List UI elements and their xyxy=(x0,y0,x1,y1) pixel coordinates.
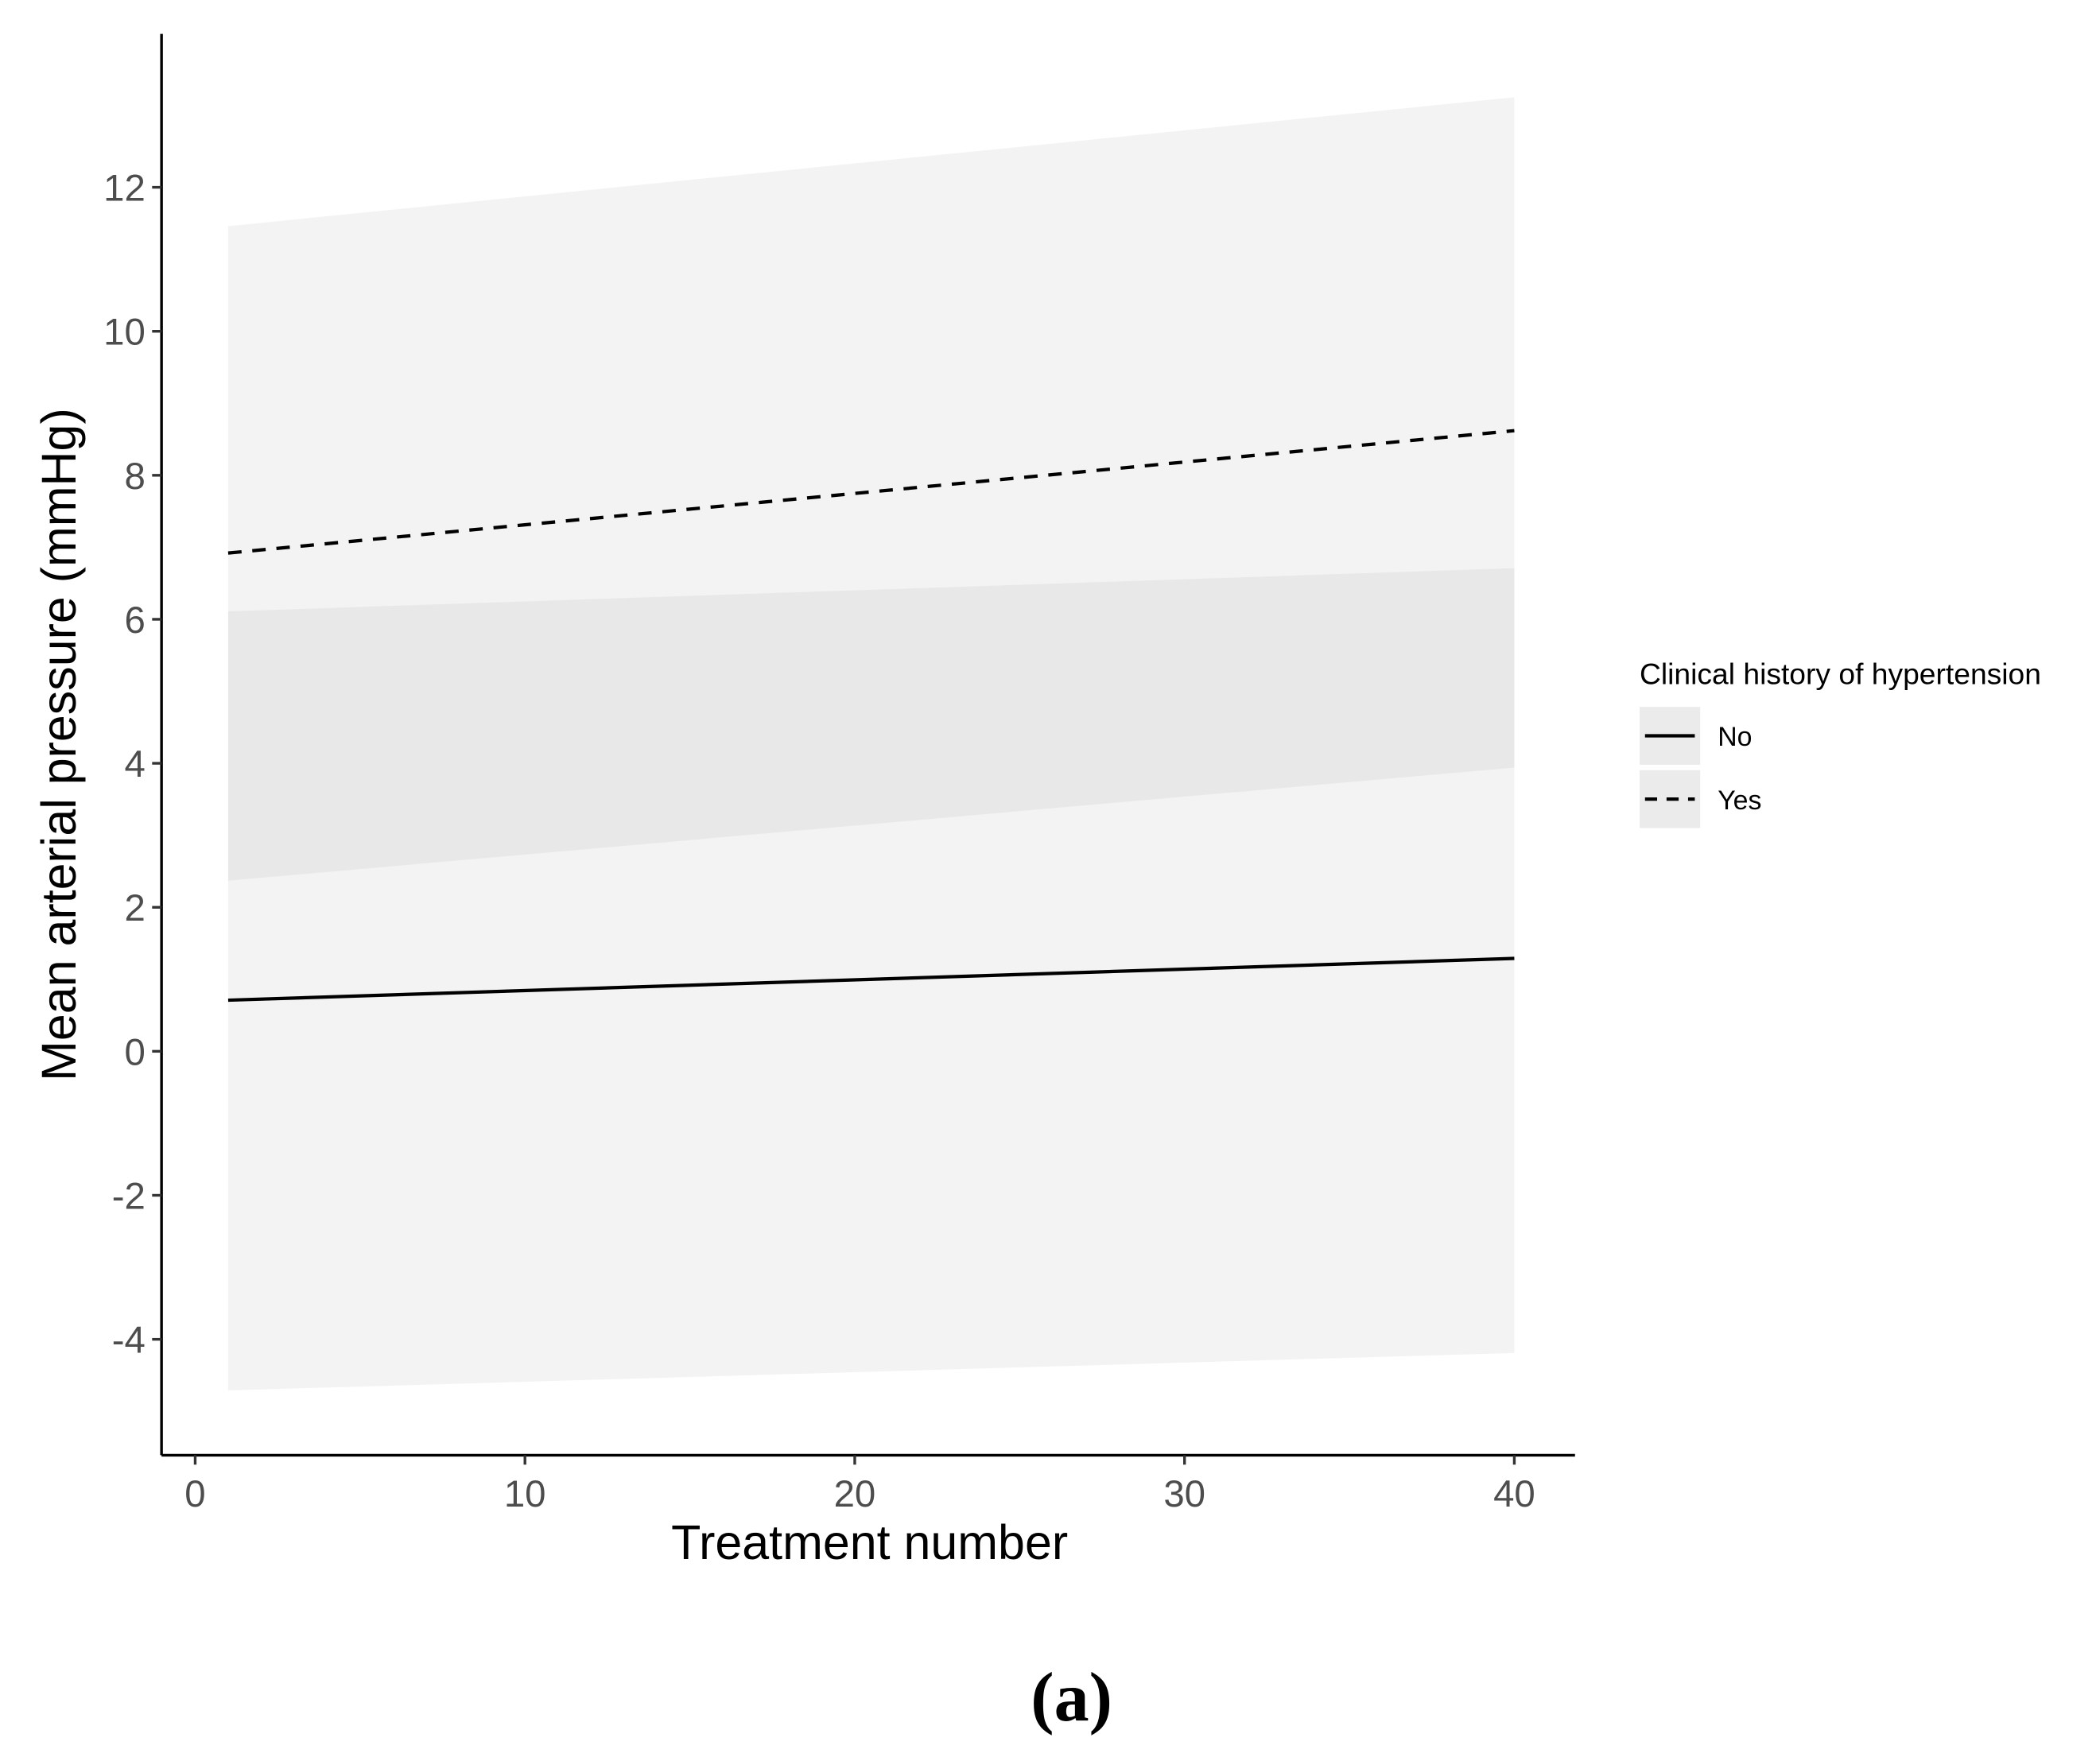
x-tick-label: 40 xyxy=(1493,1473,1535,1515)
x-tick-label: 30 xyxy=(1163,1473,1205,1515)
legend-label: No xyxy=(1718,722,1752,752)
y-tick-label: 12 xyxy=(103,168,146,210)
x-tick-label: 20 xyxy=(834,1473,876,1515)
y-tick-label: 10 xyxy=(103,312,146,354)
series-line xyxy=(227,429,1515,555)
x-tick-label: 0 xyxy=(184,1473,205,1515)
caption: (a) xyxy=(1031,1659,1112,1736)
y-tick-label: 4 xyxy=(124,743,145,785)
y-tick-label: 6 xyxy=(124,599,145,642)
y-tick-label: -2 xyxy=(112,1175,146,1217)
confidence-ribbon xyxy=(227,97,1515,881)
y-tick-label: 0 xyxy=(124,1031,145,1073)
y-tick-label: -4 xyxy=(112,1320,146,1362)
y-axis-title: Mean arterial pressure (mmHg) xyxy=(32,408,86,1081)
y-tick-label: 8 xyxy=(124,456,145,498)
series-line xyxy=(227,956,1515,1003)
y-tick-label: 2 xyxy=(124,887,145,929)
x-tick-label: 10 xyxy=(504,1473,546,1515)
legend-label: Yes xyxy=(1718,785,1761,816)
x-axis-title: Treatment number xyxy=(671,1515,1068,1569)
legend-title: Clinical history of hypertension xyxy=(1640,657,2041,690)
